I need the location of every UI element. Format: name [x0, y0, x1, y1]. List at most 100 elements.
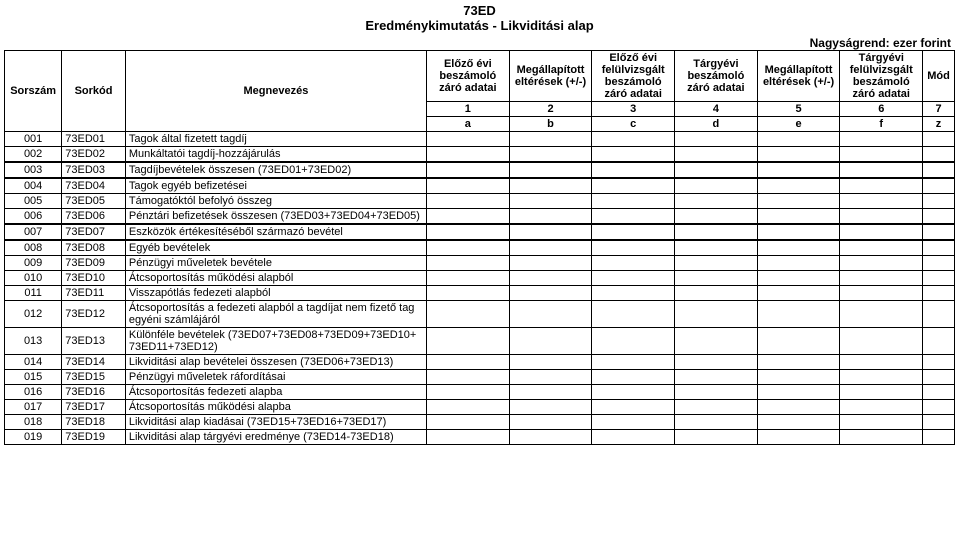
cell-mod [923, 301, 955, 328]
hdr-mod: Mód [923, 50, 955, 101]
cell-sorszam: 009 [5, 256, 62, 271]
cell-megnevezes: Tagok egyéb befizetései [125, 178, 426, 194]
table-row: 00473ED04Tagok egyéb befizetései [5, 178, 955, 194]
cell-megnevezes: Átcsoportosítás működési alapból [125, 271, 426, 286]
cell-data [757, 162, 840, 178]
cell-data [426, 286, 509, 301]
cell-data [426, 256, 509, 271]
cell-mod [923, 132, 955, 147]
cell-mod [923, 400, 955, 415]
cell-data [426, 328, 509, 355]
cell-data [509, 286, 592, 301]
cell-data [675, 162, 758, 178]
cell-data [757, 370, 840, 385]
cell-data [426, 370, 509, 385]
cell-sorkod: 73ED09 [62, 256, 126, 271]
cell-data [675, 430, 758, 445]
cell-data [592, 430, 675, 445]
cell-megnevezes: Támogatóktól befolyó összeg [125, 194, 426, 209]
cell-sorkod: 73ED03 [62, 162, 126, 178]
cell-sorszam: 010 [5, 271, 62, 286]
cell-mod [923, 355, 955, 370]
cell-data [592, 178, 675, 194]
cell-data [840, 194, 923, 209]
cell-mod [923, 240, 955, 256]
cell-data [426, 194, 509, 209]
hdr-col3: Előző évi felülvizsgált beszámoló záró a… [592, 50, 675, 101]
numcell: 7 [923, 102, 955, 117]
cell-megnevezes: Likviditási alap kiadásai (73ED15+73ED16… [125, 415, 426, 430]
cell-data [509, 400, 592, 415]
cell-data [675, 194, 758, 209]
cell-data [757, 209, 840, 225]
cell-data [675, 132, 758, 147]
table-row: 00973ED09Pénzügyi műveletek bevétele [5, 256, 955, 271]
numcell: 6 [840, 102, 923, 117]
header-row: Sorszám Sorkód Megnevezés Előző évi besz… [5, 50, 955, 101]
cell-data [509, 256, 592, 271]
cell-megnevezes: Átcsoportosítás működési alapba [125, 400, 426, 415]
cell-mod [923, 271, 955, 286]
cell-data [509, 209, 592, 225]
cell-sorkod: 73ED13 [62, 328, 126, 355]
cell-mod [923, 209, 955, 225]
cell-mod [923, 224, 955, 240]
cell-data [509, 385, 592, 400]
cell-sorkod: 73ED02 [62, 147, 126, 163]
cell-megnevezes: Átcsoportosítás fedezeti alapba [125, 385, 426, 400]
cell-data [675, 415, 758, 430]
table-body: 00173ED01Tagok által fizetett tagdíj0027… [5, 132, 955, 445]
cell-sorszam: 016 [5, 385, 62, 400]
cell-sorkod: 73ED07 [62, 224, 126, 240]
cell-data [592, 256, 675, 271]
cell-data [675, 355, 758, 370]
cell-mod [923, 256, 955, 271]
cell-data [757, 240, 840, 256]
table-row: 00873ED08Egyéb bevételek [5, 240, 955, 256]
cell-data [592, 132, 675, 147]
cell-megnevezes: Egyéb bevételek [125, 240, 426, 256]
cell-data [757, 132, 840, 147]
cell-mod [923, 194, 955, 209]
cell-data [757, 147, 840, 163]
cell-data [509, 355, 592, 370]
cell-data [592, 355, 675, 370]
cell-data [757, 271, 840, 286]
letcell: z [923, 117, 955, 132]
cell-data [840, 430, 923, 445]
numcell: 3 [592, 102, 675, 117]
cell-megnevezes: Átcsoportosítás a fedezeti alapból a tag… [125, 301, 426, 328]
cell-data [592, 400, 675, 415]
cell-data [840, 147, 923, 163]
cell-data [840, 162, 923, 178]
cell-data [840, 400, 923, 415]
cell-megnevezes: Pénzügyi műveletek bevétele [125, 256, 426, 271]
cell-sorszam: 002 [5, 147, 62, 163]
numcell: 2 [509, 102, 592, 117]
hdr-sorszam: Sorszám [5, 50, 62, 131]
cell-sorkod: 73ED18 [62, 415, 126, 430]
table-row: 00173ED01Tagok által fizetett tagdíj [5, 132, 955, 147]
cell-data [509, 162, 592, 178]
cell-data [509, 370, 592, 385]
report-title: 73ED Eredménykimutatás - Likviditási ala… [4, 4, 955, 34]
table-row: 01773ED17Átcsoportosítás működési alapba [5, 400, 955, 415]
table-row: 01373ED13Különféle bevételek (73ED07+73E… [5, 328, 955, 355]
cell-data [426, 240, 509, 256]
cell-data [757, 328, 840, 355]
table-row: 01973ED19Likviditási alap tárgyévi eredm… [5, 430, 955, 445]
cell-data [509, 415, 592, 430]
cell-mod [923, 370, 955, 385]
cell-data [840, 256, 923, 271]
numcell: 5 [757, 102, 840, 117]
cell-data [840, 132, 923, 147]
cell-megnevezes: Pénzügyi műveletek ráfordításai [125, 370, 426, 385]
cell-data [675, 385, 758, 400]
table-row: 01573ED15Pénzügyi műveletek ráfordításai [5, 370, 955, 385]
cell-data [592, 286, 675, 301]
table-row: 00573ED05Támogatóktól befolyó összeg [5, 194, 955, 209]
hdr-col4: Tárgyévi beszámoló záró adatai [675, 50, 758, 101]
cell-data [840, 240, 923, 256]
cell-data [757, 430, 840, 445]
cell-data [757, 256, 840, 271]
